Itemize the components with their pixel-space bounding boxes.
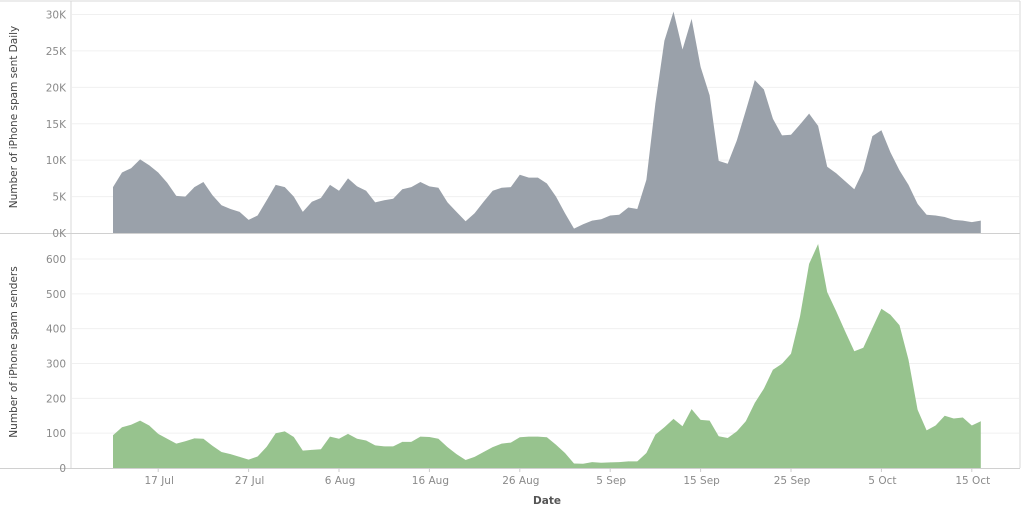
y-tick-label: 600 (46, 254, 66, 266)
y-tick-label: 10K (46, 155, 67, 167)
y-tick-label: 500 (46, 289, 66, 301)
y-tick-label: 100 (46, 428, 66, 440)
x-tick-label: 27 Jul (235, 475, 264, 487)
y-tick-label: 400 (46, 324, 66, 336)
y-tick-label: 5K (52, 192, 67, 204)
x-tick-label: 15 Sep (683, 475, 720, 487)
area-series (113, 244, 981, 468)
area-series (113, 11, 981, 233)
y-tick-label: 15K (46, 119, 67, 131)
y-tick-label: 25K (46, 46, 67, 58)
x-axis-title: Date (533, 495, 561, 507)
y-tick-label: 0 (59, 463, 66, 475)
x-tick-label: 6 Aug (325, 475, 356, 487)
x-tick-label: 26 Aug (502, 475, 539, 487)
y-tick-label: 30K (46, 10, 67, 22)
y-tick-label: 300 (46, 359, 66, 371)
data-points (112, 11, 981, 229)
y-tick-label: 200 (46, 393, 66, 405)
panel-spam-sent: 0K 5K 10K 15K 20K 25K 30K (46, 10, 1019, 240)
y-axis-title-bottom: Number of iPhone spam senders (8, 266, 20, 437)
x-tick-label: 5 Oct (868, 475, 896, 487)
x-tick-label: 15 Oct (955, 475, 990, 487)
y-axis-title-top: Number of iPhone spam sent Daily (8, 26, 20, 209)
x-tick-label: 5 Sep (596, 475, 626, 487)
x-tick-label: 16 Aug (412, 475, 449, 487)
data-points (112, 243, 981, 464)
y-tick-label: 0K (52, 228, 67, 240)
panel-spam-senders: 0 100 200 300 400 500 600 (46, 243, 1019, 475)
x-tick-label: 25 Sep (774, 475, 811, 487)
y-tick-label: 20K (46, 82, 67, 94)
x-tick-label: 17 Jul (145, 475, 174, 487)
